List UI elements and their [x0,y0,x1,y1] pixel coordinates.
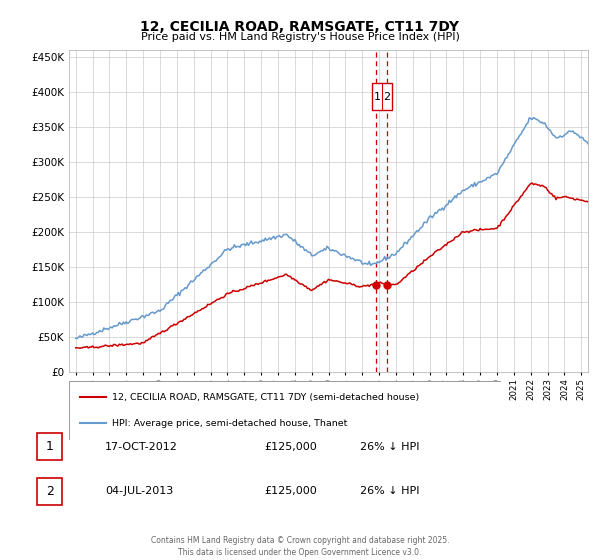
FancyBboxPatch shape [69,381,501,440]
Text: 12, CECILIA ROAD, RAMSGATE, CT11 7DY (semi-detached house): 12, CECILIA ROAD, RAMSGATE, CT11 7DY (se… [112,393,419,402]
Text: 17-OCT-2012: 17-OCT-2012 [105,442,178,451]
Text: 26% ↓ HPI: 26% ↓ HPI [360,487,419,496]
Text: £125,000: £125,000 [264,442,317,451]
Text: Price paid vs. HM Land Registry's House Price Index (HPI): Price paid vs. HM Land Registry's House … [140,32,460,43]
Text: Contains HM Land Registry data © Crown copyright and database right 2025.
This d: Contains HM Land Registry data © Crown c… [151,536,449,557]
Text: £125,000: £125,000 [264,487,317,496]
FancyBboxPatch shape [37,478,62,505]
Text: 2: 2 [46,485,54,498]
Text: 12, CECILIA ROAD, RAMSGATE, CT11 7DY: 12, CECILIA ROAD, RAMSGATE, CT11 7DY [140,20,460,34]
Text: 1: 1 [374,92,380,101]
Text: 1: 1 [46,440,54,453]
Text: HPI: Average price, semi-detached house, Thanet: HPI: Average price, semi-detached house,… [112,419,347,428]
FancyBboxPatch shape [373,83,392,110]
FancyBboxPatch shape [37,433,62,460]
Bar [376,50,388,372]
Text: 26% ↓ HPI: 26% ↓ HPI [360,442,419,451]
Text: 04-JUL-2013: 04-JUL-2013 [105,487,173,496]
Text: 2: 2 [383,92,391,101]
